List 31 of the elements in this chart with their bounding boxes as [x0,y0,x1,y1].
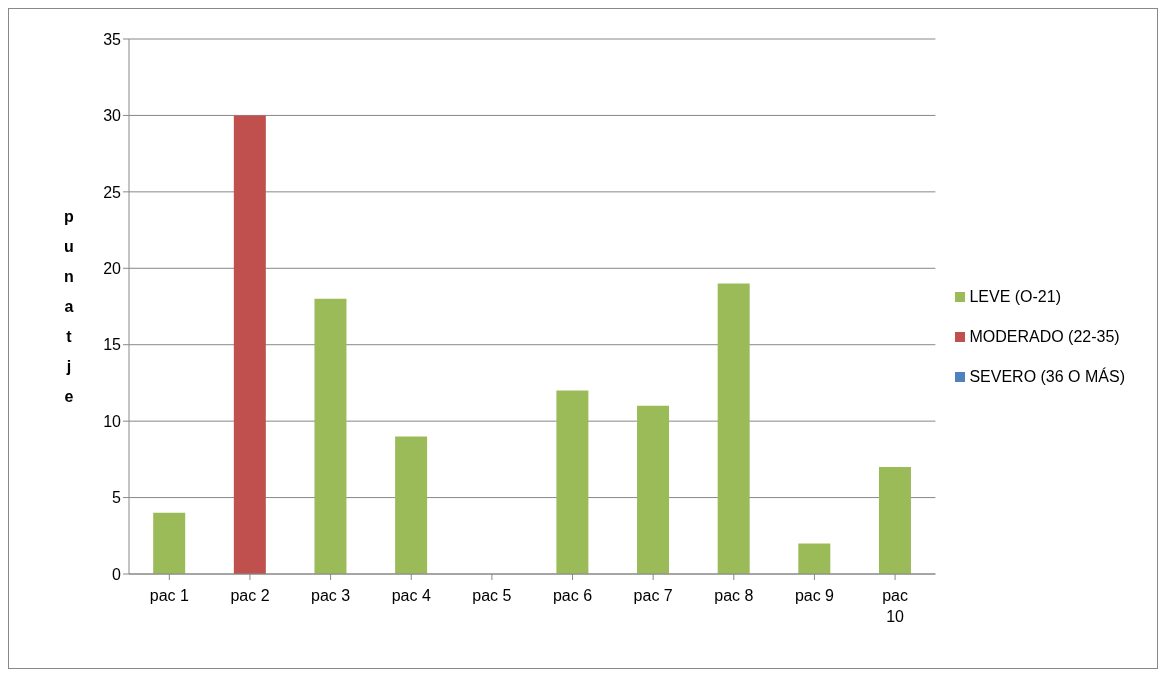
x-tick-label: pac 3 [311,587,351,605]
bar [717,283,750,574]
y-tick-label: 0 [112,565,122,583]
y-tick-label: 20 [103,259,122,277]
x-tick-label: pac 2 [230,587,270,605]
y-tick-label: 35 [103,30,122,48]
legend-label: SEVERO (36 O MÁS) [969,367,1125,385]
bar [556,390,589,574]
y-tick-label: 30 [103,107,122,125]
y-tick-label: 25 [103,183,122,201]
x-tick-label: pac 9 [794,587,835,605]
bar [233,115,266,574]
x-tick-label: pac 7 [633,587,673,605]
bar [878,467,911,574]
x-tick-label: pac 1 [149,587,189,605]
legend-label: MODERADO (22-35) [969,327,1120,345]
x-tick-label: pac 8 [714,587,754,605]
y-tick-label: 5 [112,489,122,507]
bar [395,436,428,574]
x-tick-label: pac 5 [472,587,512,605]
y-axis-title: punatje [64,207,75,405]
legend-label: LEVE (O-21) [969,287,1061,305]
bar [798,543,831,574]
x-tick-label: pac 4 [391,587,431,605]
y-tick-label: 10 [103,412,122,430]
y-tick-label: 15 [103,336,122,354]
bar [314,298,347,574]
x-tick-label: pac 6 [552,587,593,605]
bar [637,405,670,574]
bar [153,512,186,574]
x-tick-label: pac 10 [882,587,908,626]
